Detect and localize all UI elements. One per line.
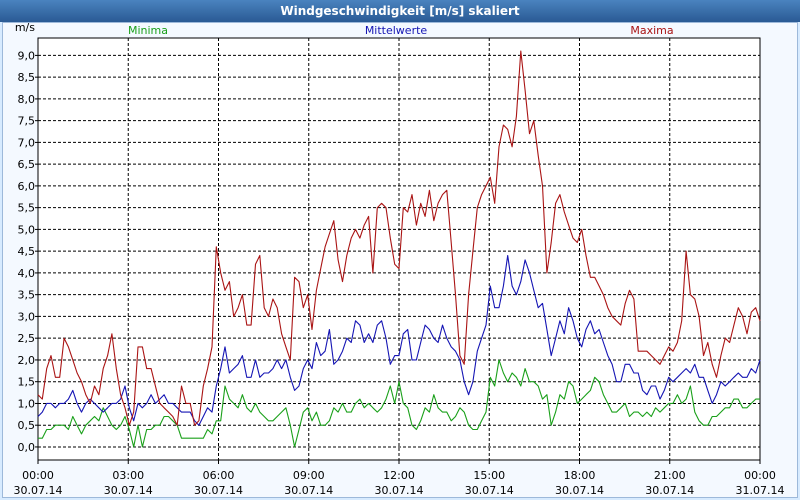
y-tick-label: 8,5 <box>18 71 36 84</box>
y-tick-label: 3,5 <box>18 289 36 302</box>
y-tick-label: 8,0 <box>18 93 36 106</box>
series-line-mittelwerte <box>37 254 761 426</box>
x-tick-time: 06:00 <box>203 469 235 482</box>
y-tick-label: 1,0 <box>18 397 36 410</box>
y-tick-label: 0,0 <box>18 441 36 454</box>
x-tick-time: 09:00 <box>293 469 325 482</box>
x-tick-date: 30.07.14 <box>104 484 153 497</box>
y-tick-label: 0,5 <box>18 419 36 432</box>
x-tick-time: 18:00 <box>564 469 596 482</box>
x-tick-date: 30.07.14 <box>555 484 604 497</box>
x-tick-date: 30.07.14 <box>14 484 63 497</box>
x-tick-time: 12:00 <box>383 469 415 482</box>
series-line-maxima <box>37 50 761 426</box>
y-axis-label: m/s <box>15 21 35 34</box>
legend-maxima: Maxima <box>630 24 673 37</box>
y-tick-label: 7,5 <box>18 115 36 128</box>
y-tick-label: 7,0 <box>18 136 36 149</box>
x-tick-time: 00:00 <box>22 469 54 482</box>
x-tick-date: 30.07.14 <box>284 484 333 497</box>
legend-mittelwerte: Mittelwerte <box>365 24 428 37</box>
x-tick-date: 31.07.14 <box>736 484 785 497</box>
x-tick-time: 21:00 <box>654 469 686 482</box>
x-tick-date: 30.07.14 <box>375 484 424 497</box>
x-tick-time: 15:00 <box>473 469 505 482</box>
y-tick-label: 2,0 <box>18 354 36 367</box>
y-tick-label: 4,5 <box>18 245 36 258</box>
x-tick-date: 30.07.14 <box>645 484 694 497</box>
y-tick-label: 6,5 <box>18 158 36 171</box>
x-tick-time: 00:00 <box>744 469 776 482</box>
y-tick-label: 3,0 <box>18 310 36 323</box>
legend-minima: Minima <box>128 24 168 37</box>
y-tick-label: 5,5 <box>18 202 36 215</box>
chart-title: Windgeschwindigkeit [m/s] skaliert <box>0 0 800 22</box>
x-tick-date: 30.07.14 <box>194 484 243 497</box>
series-line-minima <box>38 359 760 448</box>
x-tick-date: 30.07.14 <box>465 484 514 497</box>
y-tick-label: 1,5 <box>18 376 36 389</box>
y-tick-label: 9,0 <box>18 49 36 62</box>
y-tick-label: 5,0 <box>18 223 36 236</box>
y-tick-label: 2,5 <box>18 332 36 345</box>
x-tick-time: 03:00 <box>112 469 144 482</box>
y-tick-label: 6,0 <box>18 180 36 193</box>
y-tick-label: 4,0 <box>18 267 36 280</box>
